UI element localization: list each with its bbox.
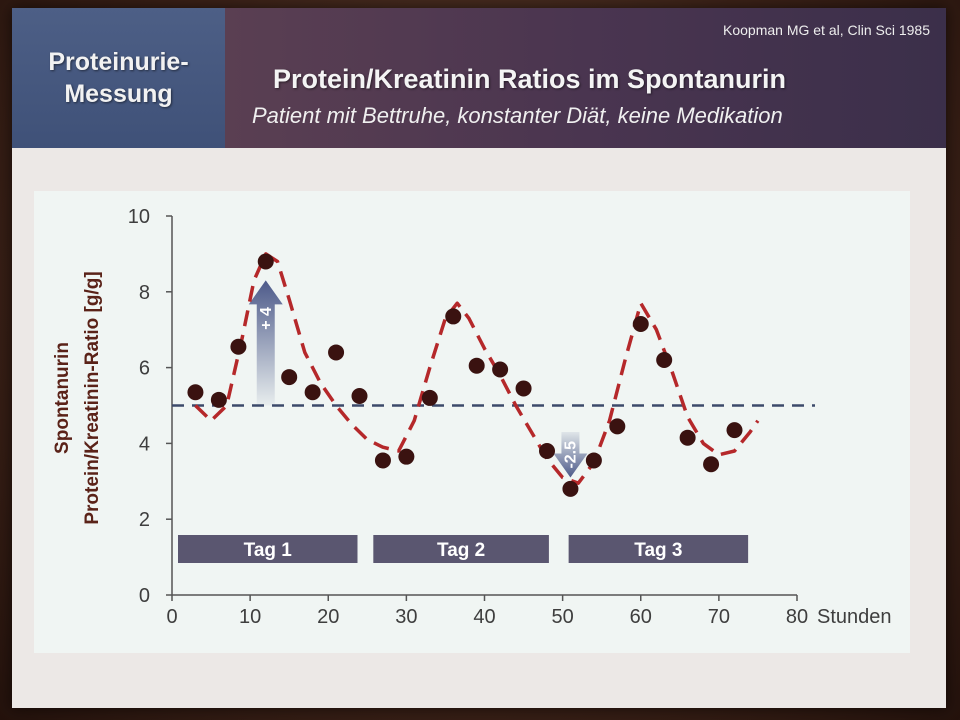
data-point-19 bbox=[609, 418, 626, 435]
citation: Koopman MG et al, Clin Sci 1985 bbox=[723, 22, 930, 38]
data-point-11 bbox=[421, 389, 438, 406]
data-point-20 bbox=[632, 316, 649, 333]
day-bar-2 bbox=[373, 535, 549, 563]
data-point-2 bbox=[210, 391, 227, 408]
day-bar-3 bbox=[568, 535, 749, 563]
data-point-6 bbox=[304, 384, 321, 401]
title-bar: Koopman MG et al, Clin Sci 1985 Protein/… bbox=[225, 8, 946, 148]
data-point-24 bbox=[726, 422, 743, 439]
annotation-arrow-1 bbox=[248, 280, 283, 406]
data-point-7 bbox=[328, 344, 345, 361]
data-point-8 bbox=[351, 388, 368, 405]
subtitle: Patient mit Bettruhe, konstanter Diät, k… bbox=[252, 103, 783, 128]
x-tick-label-30: 30 bbox=[395, 606, 417, 628]
annotation-label-2: -2.5 bbox=[562, 441, 579, 469]
y-axis-label-line1: Spontanurin bbox=[52, 342, 73, 454]
data-point-4 bbox=[257, 253, 274, 270]
day-bar-label-2: Tag 2 bbox=[437, 540, 485, 561]
x-tick-label-70: 70 bbox=[708, 606, 730, 628]
data-point-9 bbox=[374, 452, 391, 469]
annotation-arrow-2 bbox=[553, 432, 588, 478]
section-title-box: Proteinurie- Messung bbox=[12, 8, 225, 148]
x-tick-label-80: 80 bbox=[786, 606, 808, 628]
data-point-17 bbox=[562, 480, 579, 497]
day-bar-label-3: Tag 3 bbox=[634, 540, 682, 561]
y-tick-label-8: 8 bbox=[139, 282, 150, 304]
data-point-14 bbox=[492, 361, 509, 378]
x-tick-label-20: 20 bbox=[317, 606, 339, 628]
data-point-22 bbox=[679, 429, 696, 446]
data-point-16 bbox=[539, 442, 555, 459]
data-point-23 bbox=[703, 456, 720, 473]
x-axis-label: Stunden bbox=[817, 606, 892, 628]
x-tick-label-40: 40 bbox=[473, 606, 495, 628]
data-point-3 bbox=[230, 338, 247, 355]
section-title: Proteinurie- Messung bbox=[48, 48, 189, 108]
y-tick-label-0: 0 bbox=[139, 585, 150, 607]
data-point-5 bbox=[281, 369, 298, 386]
data-point-21 bbox=[656, 352, 673, 369]
chart-panel bbox=[34, 191, 910, 653]
data-point-12 bbox=[445, 308, 462, 325]
y-tick-label-4: 4 bbox=[139, 433, 150, 455]
y-tick-label-2: 2 bbox=[139, 509, 150, 531]
x-tick-label-60: 60 bbox=[630, 606, 652, 628]
data-point-10 bbox=[398, 448, 415, 465]
y-tick-label-6: 6 bbox=[139, 358, 150, 380]
main-title: Protein/Kreatinin Ratios im Spontanurin bbox=[273, 64, 787, 94]
y-axis-label-line2: Protein/Kreatinin-Ratio [g/g] bbox=[82, 271, 103, 524]
data-point-1 bbox=[187, 384, 204, 401]
day-bar-label-1: Tag 1 bbox=[244, 540, 293, 561]
day-bar-1 bbox=[178, 535, 358, 563]
data-point-18 bbox=[585, 452, 602, 469]
data-point-15 bbox=[515, 380, 532, 397]
x-tick-label-0: 0 bbox=[166, 606, 177, 628]
x-tick-label-10: 10 bbox=[239, 606, 261, 628]
slide: Proteinurie- Messung Koopman MG et al, C… bbox=[12, 8, 946, 708]
data-point-13 bbox=[468, 357, 485, 374]
annotation-label-1: + 4 bbox=[258, 307, 275, 330]
y-tick-label-10: 10 bbox=[128, 206, 150, 228]
x-tick-label-50: 50 bbox=[552, 606, 574, 628]
